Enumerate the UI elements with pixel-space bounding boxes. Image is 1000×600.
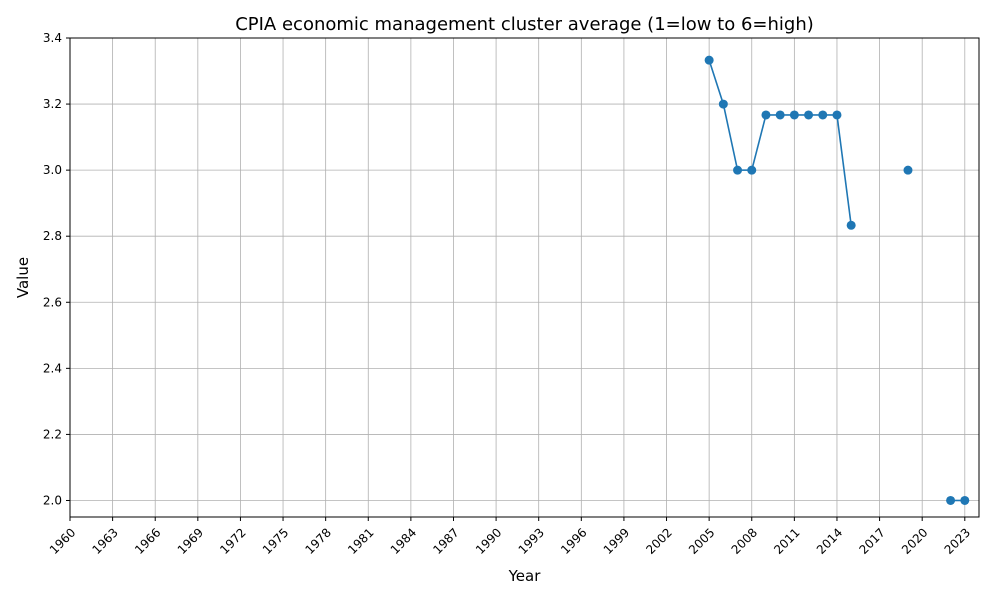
y-tick-label: 3.2	[43, 97, 62, 111]
grid	[69, 37, 979, 517]
data-point	[747, 165, 757, 175]
y-tick-label: 3.4	[43, 31, 62, 45]
data-point	[789, 110, 799, 120]
y-tick-label: 2.2	[43, 427, 62, 441]
data-point	[832, 110, 842, 120]
series-line-segment	[750, 114, 767, 171]
data-point	[818, 110, 828, 120]
data-point	[718, 99, 728, 109]
data-point	[775, 110, 785, 120]
chart-title: CPIA economic management cluster average…	[235, 14, 814, 35]
y-tick-label: 2.4	[43, 361, 62, 375]
series-line-segment	[708, 59, 725, 105]
data-point	[804, 110, 814, 120]
y-tick-label: 2.0	[43, 493, 62, 507]
data-point	[960, 495, 970, 505]
series-line-segment	[836, 114, 852, 226]
y-tick-label: 2.6	[43, 295, 62, 309]
series-layer	[704, 55, 970, 505]
y-tick-label: 2.8	[43, 229, 62, 243]
x-axis-title: Year	[508, 567, 542, 585]
data-point	[946, 495, 956, 505]
data-point	[903, 165, 913, 175]
y-axis-title: Value	[14, 257, 32, 298]
data-point	[733, 165, 743, 175]
plot-frame	[69, 37, 980, 518]
data-point	[704, 55, 714, 65]
series-line-segment	[722, 103, 739, 171]
data-point	[761, 110, 771, 120]
data-point	[846, 220, 856, 230]
y-tick-label: 3.0	[43, 163, 62, 177]
